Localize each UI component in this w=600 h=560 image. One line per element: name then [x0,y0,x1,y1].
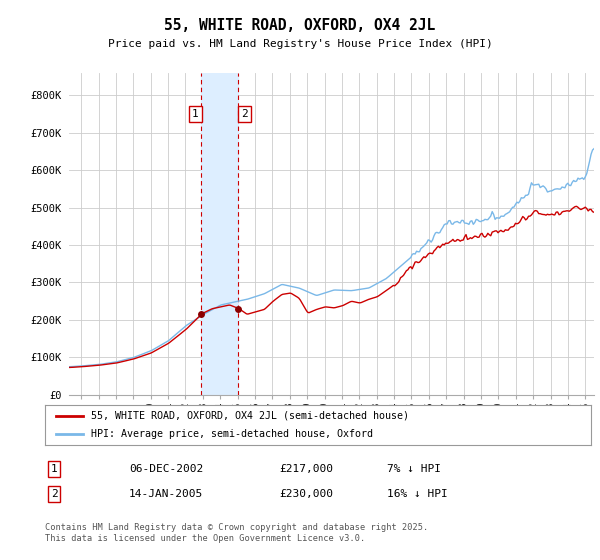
Text: 1: 1 [192,109,199,119]
Text: 1: 1 [50,464,58,474]
Text: 2: 2 [241,109,248,119]
Text: Price paid vs. HM Land Registry's House Price Index (HPI): Price paid vs. HM Land Registry's House … [107,39,493,49]
Text: 2: 2 [50,489,58,499]
Text: HPI: Average price, semi-detached house, Oxford: HPI: Average price, semi-detached house,… [91,430,373,439]
Text: £217,000: £217,000 [279,464,333,474]
Bar [202,73,238,395]
Text: 14-JAN-2005: 14-JAN-2005 [129,489,203,499]
Text: Contains HM Land Registry data © Crown copyright and database right 2025.
This d: Contains HM Land Registry data © Crown c… [45,524,428,543]
Text: 16% ↓ HPI: 16% ↓ HPI [387,489,448,499]
Text: 55, WHITE ROAD, OXFORD, OX4 2JL (semi-detached house): 55, WHITE ROAD, OXFORD, OX4 2JL (semi-de… [91,411,409,421]
Text: 55, WHITE ROAD, OXFORD, OX4 2JL: 55, WHITE ROAD, OXFORD, OX4 2JL [164,18,436,32]
Text: £230,000: £230,000 [279,489,333,499]
Text: 06-DEC-2002: 06-DEC-2002 [129,464,203,474]
Text: 7% ↓ HPI: 7% ↓ HPI [387,464,441,474]
